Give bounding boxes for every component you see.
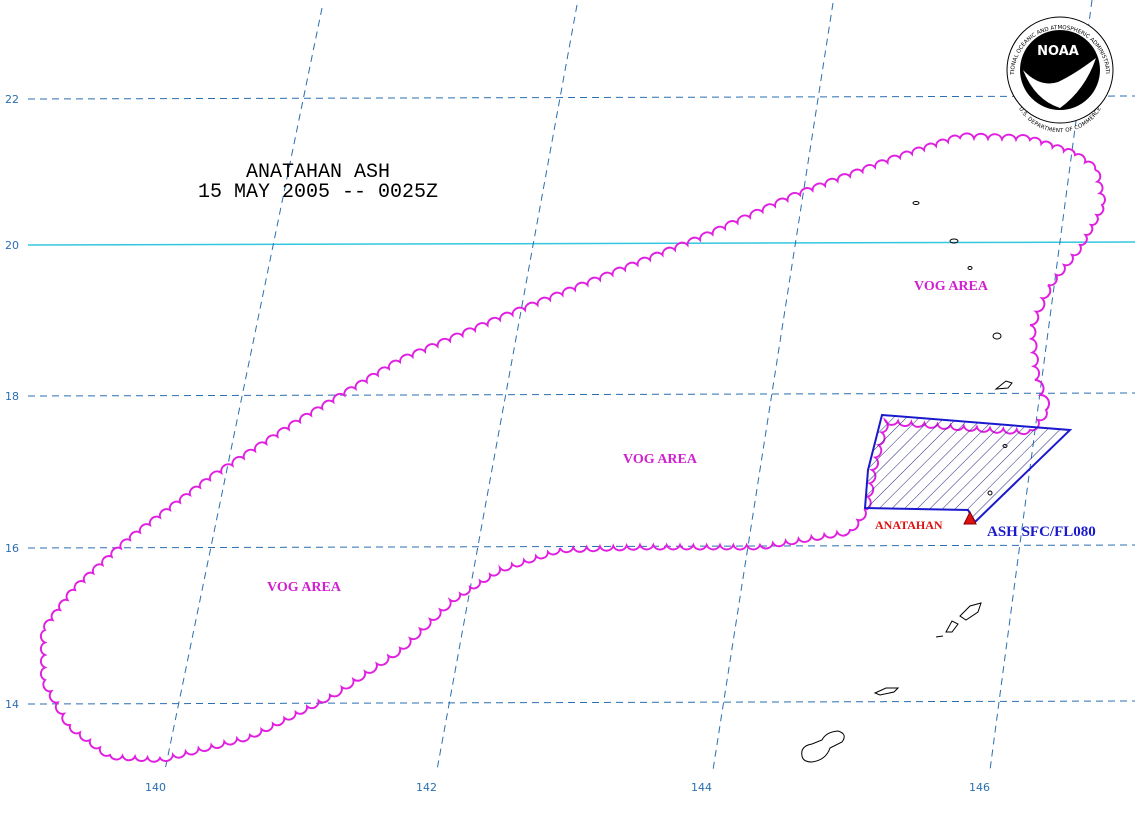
grid-line [27,544,1135,549]
noaa-logo: NOAA NATIONAL OCEANIC AND ATMOSPHERIC AD… [0,0,1114,134]
title: ANATAHAN ASH [246,161,390,184]
logo-name: NOAA [1037,44,1079,59]
grid-line [27,95,1135,100]
grid-line [712,2,834,771]
ash-label: ASH SFC/FL080 [987,524,1096,540]
grid-line [27,241,1135,246]
latitude-label: 22 [5,93,19,106]
logo-ring-top-text: NATIONAL OCEANIC AND ATMOSPHERIC ADMINIS… [0,0,1110,76]
longitude-label: 144 [691,781,712,794]
longitude-label: 146 [969,781,990,794]
subtitle: 15 MAY 2005 -- 0025Z [198,181,438,204]
grid-line [989,0,1093,771]
area-label: VOG AREA [914,279,989,294]
grid-line [436,4,578,771]
logo-ring-top: NATIONAL OCEANIC AND ATMOSPHERIC ADMINIS… [0,0,1110,76]
latitude-label: 20 [5,239,19,252]
islands [801,201,1013,763]
longitude-label: 140 [145,781,166,794]
grid-line [27,392,1135,397]
volcano-label: ANATAHAN [875,518,943,532]
grid-line [27,700,1135,705]
area-label: VOG AREA [623,452,698,467]
longitude-label: 142 [416,781,437,794]
ash-area [863,413,1073,524]
area-label: VOG AREA [267,580,342,595]
grid-line [164,7,323,771]
longitude-grid [164,0,1093,771]
latitude-label: 16 [5,542,19,555]
volcano-marker [963,510,977,525]
latitude-label: 14 [5,698,19,711]
latitude-label: 18 [5,390,19,403]
latitude-grid [27,95,1135,705]
